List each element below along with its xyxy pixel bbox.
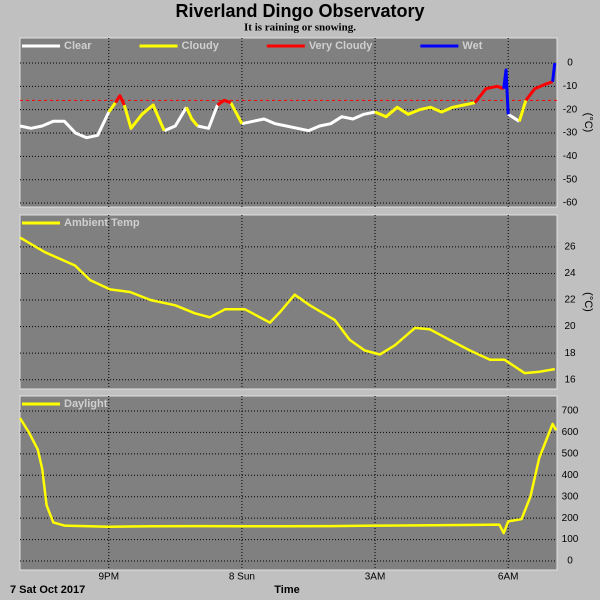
data-line xyxy=(502,62,557,115)
legend-label: Daylight xyxy=(64,398,108,410)
y-tick-label: -20 xyxy=(563,104,578,115)
chart-title: Riverland Dingo Observatory xyxy=(175,1,424,21)
date-label: 7 Sat Oct 2017 xyxy=(10,584,85,596)
y-tick-label: 0 xyxy=(567,58,573,69)
y-tick-label: 200 xyxy=(562,513,579,524)
legend-label: Cloudy xyxy=(182,40,220,52)
x-axis-label: Time xyxy=(274,584,299,596)
y-tick-label: 400 xyxy=(562,470,579,481)
x-tick-label: 6AM xyxy=(498,572,519,583)
data-line xyxy=(18,417,558,535)
y-tick-label: 100 xyxy=(562,534,579,545)
y-tick-label: -50 xyxy=(563,174,578,185)
y-tick-label: 0 xyxy=(567,556,573,567)
y-tick-label: 16 xyxy=(564,374,576,385)
legend-label: Clear xyxy=(64,40,92,52)
x-tick-label: 8 Sun xyxy=(229,572,255,583)
y-tick-label: -30 xyxy=(563,128,578,139)
y-tick-label: -40 xyxy=(563,151,578,162)
y-tick-label: 20 xyxy=(564,321,576,332)
y-tick-label: 600 xyxy=(562,427,579,438)
data-line xyxy=(114,80,554,107)
y-tick-label: 24 xyxy=(564,268,576,279)
y-tick-label: 26 xyxy=(564,242,576,253)
y-tick-label: 500 xyxy=(562,448,579,459)
panel xyxy=(19,395,558,571)
y-tick-label: -10 xyxy=(563,81,578,92)
y-tick-label: 700 xyxy=(562,406,579,417)
data-line xyxy=(19,104,521,140)
x-tick-label: 9PM xyxy=(98,572,119,583)
y-tick-label: 300 xyxy=(562,491,579,502)
y-tick-label: -60 xyxy=(563,198,578,209)
x-tick-label: 3AM xyxy=(365,572,386,583)
legend-label: Very Cloudy xyxy=(309,40,373,52)
chart-subtitle: It is raining or snowing. xyxy=(244,22,356,34)
data-line xyxy=(19,236,556,375)
legend-label: Ambient Temp xyxy=(64,217,140,229)
y-axis-label: (°C) xyxy=(582,292,594,312)
data-line xyxy=(107,99,528,132)
y-tick-label: 18 xyxy=(564,348,576,359)
legend-label: Wet xyxy=(462,40,482,52)
y-tick-label: 22 xyxy=(564,295,576,306)
y-axis-label: (°C) xyxy=(582,113,594,133)
panel xyxy=(19,37,558,208)
